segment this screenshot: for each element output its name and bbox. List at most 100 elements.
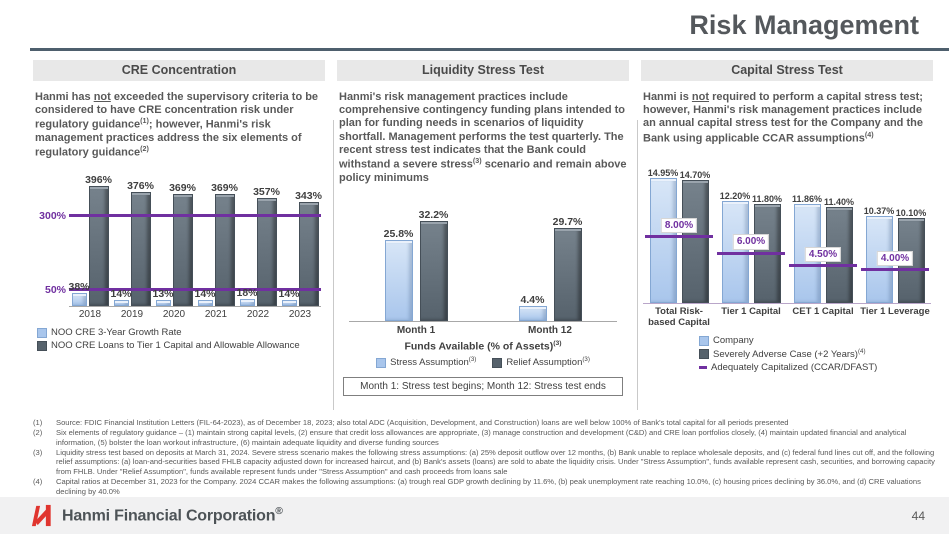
text-segment: Hanmi is (643, 91, 692, 103)
legend-item: Relief Assumption(3) (492, 356, 590, 369)
threshold-label: 4.00% (876, 250, 914, 267)
panel-liquidity-stress-test: Liquidity Stress Test Hanmi's risk manag… (337, 60, 629, 412)
value-label: 357% (253, 185, 280, 198)
liquidity-chart-plot: 25.8% 32.2% 4.4% 29.7% (349, 209, 617, 322)
bar-light (384, 240, 413, 321)
text-segment: Funds Available (% of Assets) (404, 340, 554, 353)
bar-light (239, 298, 255, 307)
value-label: 369% (169, 182, 196, 195)
value-label: 369% (211, 182, 238, 195)
bar-group: 38% 396% (68, 174, 112, 307)
value-label: 38% (68, 280, 90, 293)
cre-concentration-chart: 300% 50% 38% 396% 14% 376% 13% 369% 14% 369% 18% 35… (33, 174, 325, 351)
legend-label: Stress Assumption(3) (390, 356, 476, 368)
footer: Hanmi Financial Corporation® 44 (0, 497, 949, 534)
bar-slot: 10.37% (864, 171, 894, 304)
value-label: 14% (278, 288, 300, 301)
cre-chart-plot: 300% 50% 38% 396% 14% 376% 13% 369% 14% 369% 18% 35… (39, 174, 322, 308)
value-label: 12.20% (719, 190, 751, 201)
footnote-number: (2) (33, 427, 43, 437)
legend-label: NOO CRE 3-Year Growth Rate (51, 327, 182, 339)
bar-slot: 25.8% (383, 211, 414, 321)
value-label: 396% (85, 174, 112, 187)
legend-label: Relief Assumption(3) (506, 356, 590, 368)
bar-slot: 14.95% (647, 168, 679, 304)
value-label: 343% (295, 190, 322, 203)
threshold-line (789, 264, 857, 268)
legend-swatch-purple-line (699, 366, 707, 370)
footnote-text: Six elements of regulatory guidance – (1… (56, 427, 907, 447)
x-axis-label: Month 1 (396, 324, 436, 336)
text-segment: Stress Assumption (390, 357, 469, 369)
panel-capital-stress-test: Capital Stress Test Hanmi is not require… (641, 60, 933, 412)
footnote-text: Capital ratios at December 31, 2023 for … (56, 477, 921, 497)
legend-item: NOO CRE 3-Year Growth Rate (37, 327, 325, 338)
hanmi-logo-icon (31, 504, 51, 527)
bar-group: 13% 369% (152, 178, 196, 307)
x-axis-label: Tier 1 Leverage (860, 306, 930, 318)
bar-slot: 14.70% (679, 170, 711, 304)
x-axis-label: 2023 (288, 309, 312, 321)
superscript: (3) (553, 339, 562, 347)
value-label: 11.80% (751, 194, 783, 205)
x-axis-label: 2019 (120, 309, 144, 321)
value-label: 13% (152, 288, 174, 301)
panel-text-liquidity: Hanmi's risk management practices includ… (339, 91, 627, 185)
text-segment: Severely Adverse Case (+2 Years) (713, 349, 858, 361)
x-axis-label: 2022 (246, 309, 270, 321)
bar-dark (256, 197, 277, 307)
footnote-item: (1) Source: FDIC Financial Institution Le… (33, 418, 935, 428)
footnotes: (1) Source: FDIC Financial Institution Le… (0, 412, 949, 497)
footnote-number: (4) (33, 477, 43, 487)
bar-group: 10.37% 10.10% 4.00% (859, 171, 931, 304)
capital-stress-chart: 14.95% 14.70% 8.00% 12.20% 11.80% 6.00% 11.86%… (641, 168, 933, 373)
legend-label: Company (713, 335, 754, 347)
value-label: 14% (194, 288, 216, 301)
legend-item: NOO CRE Loans to Tier 1 Capital and Allo… (37, 340, 325, 351)
superscript: (3) (472, 156, 482, 165)
bar-slot: 357% (253, 178, 280, 307)
bar-group: 14% 376% (110, 178, 154, 307)
page-title: Risk Management (689, 10, 919, 40)
bar-group: 25.8% 32.2% (349, 209, 483, 321)
column-divider (637, 120, 638, 410)
text-segment: not (93, 91, 111, 103)
x-axis-label: 2018 (78, 309, 102, 321)
text-segment: ; however, Hanmi's risk management pract… (35, 119, 302, 160)
bar-dark (298, 202, 319, 307)
brand: Hanmi Financial Corporation® (30, 503, 283, 528)
threshold-label: 4.50% (804, 246, 842, 263)
capital-chart-x-axis: Total Risk-based Capital Tier 1 Capital CE… (643, 306, 931, 329)
threshold-line (861, 268, 929, 272)
bar-dark (553, 228, 582, 321)
x-axis-label: 2021 (204, 309, 228, 321)
bar-dark (419, 220, 448, 321)
bar-slot: 14% (278, 178, 300, 307)
panel-header-liquidity: Liquidity Stress Test (337, 60, 629, 81)
threshold-label: 8.00% (660, 217, 698, 234)
value-label: 14.95% (647, 168, 679, 179)
superscript: (4) (864, 130, 874, 139)
x-axis-label: 2020 (162, 309, 186, 321)
bar-slot: 13% (152, 178, 174, 307)
legend-item: Stress Assumption(3) (376, 356, 476, 369)
bar-slot: 376% (127, 178, 154, 307)
footnote-text: Source: FDIC Financial Institution Lette… (56, 418, 789, 427)
bar-light (649, 178, 677, 304)
bar-slot: 14% (194, 178, 216, 307)
capital-chart-plot: 14.95% 14.70% 8.00% 12.20% 11.80% 6.00% 11.86%… (643, 168, 931, 305)
value-label: 14.70% (679, 170, 711, 181)
value-label: 11.40% (823, 197, 855, 208)
bar-light (518, 305, 547, 321)
bar-slot: 4.4% (518, 211, 547, 321)
value-label: 29.7% (552, 216, 583, 229)
legend-swatch-light-blue (37, 327, 47, 338)
bar-slot: 18% (236, 178, 258, 307)
bar-slot: 32.2% (419, 209, 448, 321)
legend-swatch-dark-gray (492, 357, 503, 368)
value-label: 25.8% (383, 228, 414, 241)
x-axis-label: Total Risk-based Capital (648, 306, 710, 329)
value-label: 14% (110, 288, 132, 301)
panel-header-cre: CRE Concentration (33, 60, 325, 81)
brand-name: Hanmi Financial Corporation® (62, 505, 283, 525)
